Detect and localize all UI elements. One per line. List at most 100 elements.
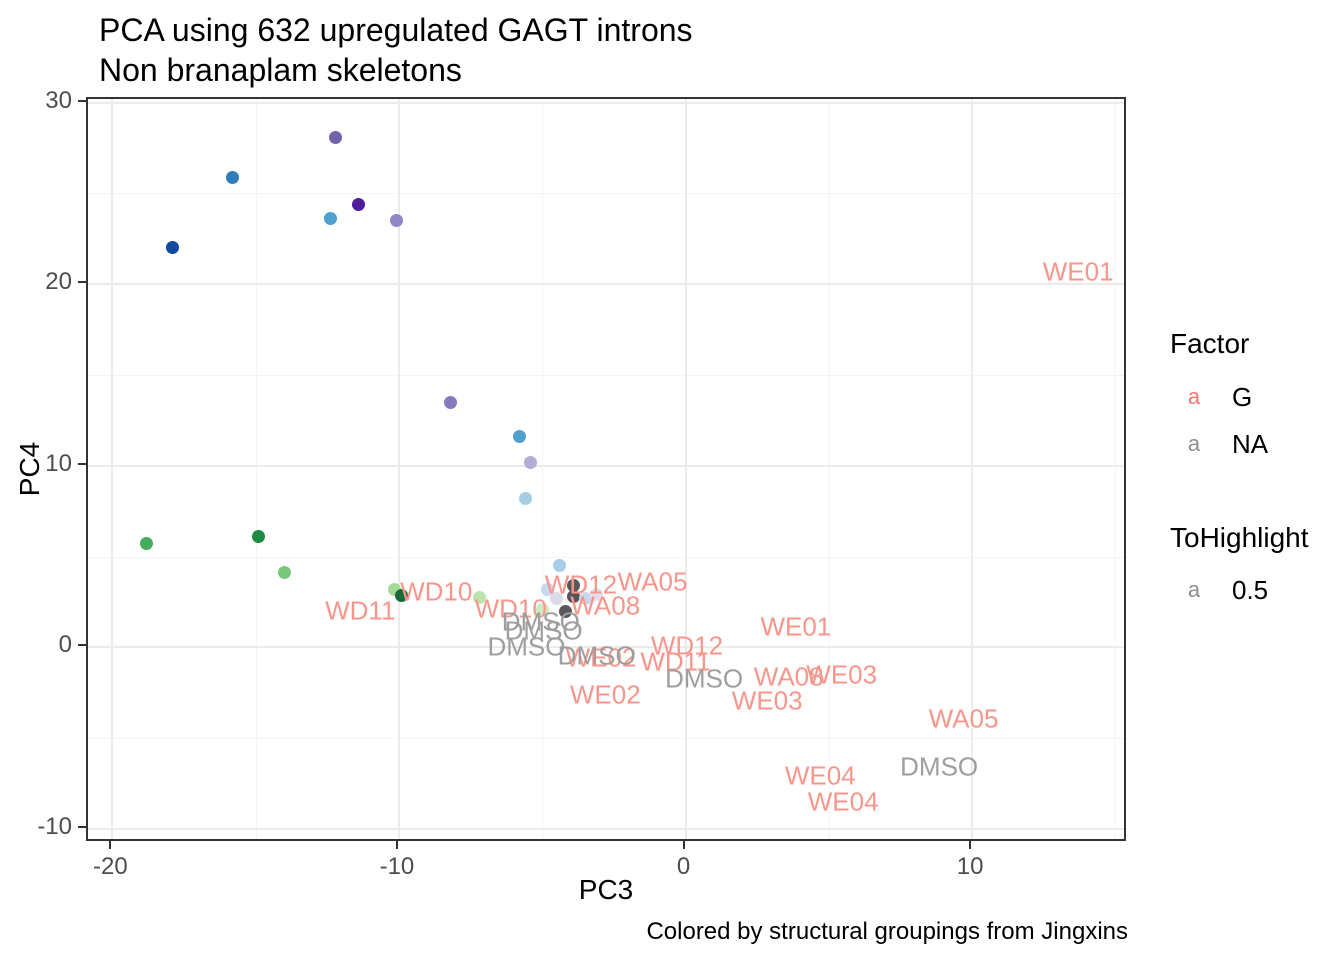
data-point [140, 537, 154, 551]
sample-label: DMSO [487, 631, 566, 661]
x-minor-gridline [542, 99, 544, 839]
sample-label: DMSO [900, 751, 979, 782]
sample-label: DMSO [501, 606, 580, 637]
legend-key-glyph: a [1187, 431, 1201, 456]
data-point [395, 589, 409, 603]
y-tick-mark [78, 644, 86, 647]
sample-label: WE03 [806, 659, 878, 690]
y-tick-label: 0 [58, 631, 72, 659]
y-minor-gridline [88, 738, 1124, 740]
x-tick-mark [109, 841, 112, 849]
y-minor-gridline [88, 193, 1124, 195]
sample-label: WE02 [569, 679, 641, 710]
data-point [541, 582, 555, 596]
y-tick-mark [78, 281, 86, 284]
x-axis: -20 -10 0 10 [86, 839, 1126, 899]
sample-label: DMSO [665, 663, 744, 694]
y-tick-label: 30 [45, 86, 72, 114]
x-major-gridline [111, 99, 114, 839]
sample-label: WE03 [731, 685, 803, 716]
legend-item-label: NA [1232, 429, 1269, 459]
x-tick-label: 10 [956, 853, 984, 880]
data-point [252, 530, 266, 544]
data-point [472, 590, 486, 604]
data-point [277, 566, 291, 580]
x-major-gridline [397, 99, 400, 839]
y-tick-label: -10 [37, 813, 72, 840]
y-tick-label: 20 [45, 268, 72, 296]
y-tick-label: 10 [45, 449, 72, 477]
sample-label: WE04 [784, 760, 856, 791]
y-minor-gridline [88, 375, 1124, 377]
sample-label: WE02 [565, 642, 637, 673]
data-point [590, 588, 604, 602]
x-minor-gridline [1115, 99, 1117, 839]
sample-label: WE04 [807, 786, 879, 817]
x-major-gridline [684, 99, 687, 839]
sample-label: WE01 [760, 611, 832, 642]
y-axis-title: PC4 [14, 441, 45, 497]
y-major-gridline [88, 464, 1124, 467]
sample-label: WD12 [650, 630, 724, 661]
data-point [535, 602, 549, 616]
data-point [518, 492, 532, 505]
data-point [226, 170, 240, 184]
sample-label: WD10 [400, 576, 473, 607]
sample-label: WA05 [928, 703, 999, 734]
data-point [567, 579, 581, 593]
y-tick-mark [78, 462, 86, 465]
data-point [578, 591, 592, 605]
legend-item-label: 0.5 [1232, 575, 1269, 605]
y-major-gridline [88, 101, 1124, 104]
y-tick-mark [78, 99, 86, 102]
sample-label: WA08 [570, 590, 641, 621]
legend-title-factor: Factor [1170, 328, 1250, 359]
data-point [444, 395, 458, 409]
x-tick-mark [969, 841, 972, 849]
y-major-gridline [88, 283, 1124, 286]
data-point [389, 214, 403, 228]
data-point [512, 430, 526, 444]
sample-label: WA05 [617, 566, 688, 597]
x-major-gridline [971, 99, 974, 839]
x-axis-title: PC3 [578, 874, 634, 905]
legend-key-glyph: a [1187, 384, 1201, 409]
data-point [524, 455, 538, 469]
data-point [567, 590, 581, 604]
sample-label: WD12 [544, 569, 618, 600]
plot-subtitle: Non branaplam skeletons [99, 52, 462, 88]
data-point [558, 604, 572, 618]
sample-label: DMSO [557, 640, 636, 671]
y-tick-mark [78, 826, 86, 828]
x-tick-mark [682, 841, 685, 849]
data-point [329, 130, 343, 144]
data-point [550, 591, 564, 605]
x-minor-gridline [255, 99, 257, 839]
data-point [323, 212, 337, 226]
plot-panel: WE01 WD10 WD11 WD10 WD12 WA05 WA08 WE02 WD12 WD11… [86, 97, 1126, 841]
sample-label: WD10 [474, 593, 547, 624]
legend: Factor a G a NA ToHighlight a 0.5 [1170, 328, 1344, 628]
x-minor-gridline [828, 99, 830, 839]
sample-label: WD11 [325, 595, 396, 626]
x-tick-label: -10 [379, 853, 415, 880]
y-minor-gridline [88, 556, 1124, 558]
plot-caption: Colored by structural groupings from Jin… [646, 918, 1128, 945]
sample-label: WA08 [753, 661, 824, 692]
plot-title: PCA using 632 upregulated GAGT introns [99, 12, 693, 48]
sample-label: WE01 [1042, 256, 1114, 286]
x-tick-mark [395, 841, 398, 849]
legend-item-label: G [1232, 382, 1253, 412]
y-axis: -10 0 10 20 30 [0, 87, 86, 841]
sample-label: WD11 [640, 646, 711, 677]
y-major-gridline [88, 646, 1124, 649]
sample-label: DMSO [504, 615, 583, 646]
legend-key-glyph: a [1187, 577, 1201, 602]
x-tick-label: 0 [676, 853, 691, 880]
y-major-gridline [88, 828, 1124, 830]
x-tick-label: -20 [93, 853, 128, 880]
data-point [552, 559, 566, 573]
data-point [352, 197, 366, 211]
data-point [166, 241, 180, 255]
legend-title-tohighlight: ToHighlight [1170, 522, 1309, 553]
